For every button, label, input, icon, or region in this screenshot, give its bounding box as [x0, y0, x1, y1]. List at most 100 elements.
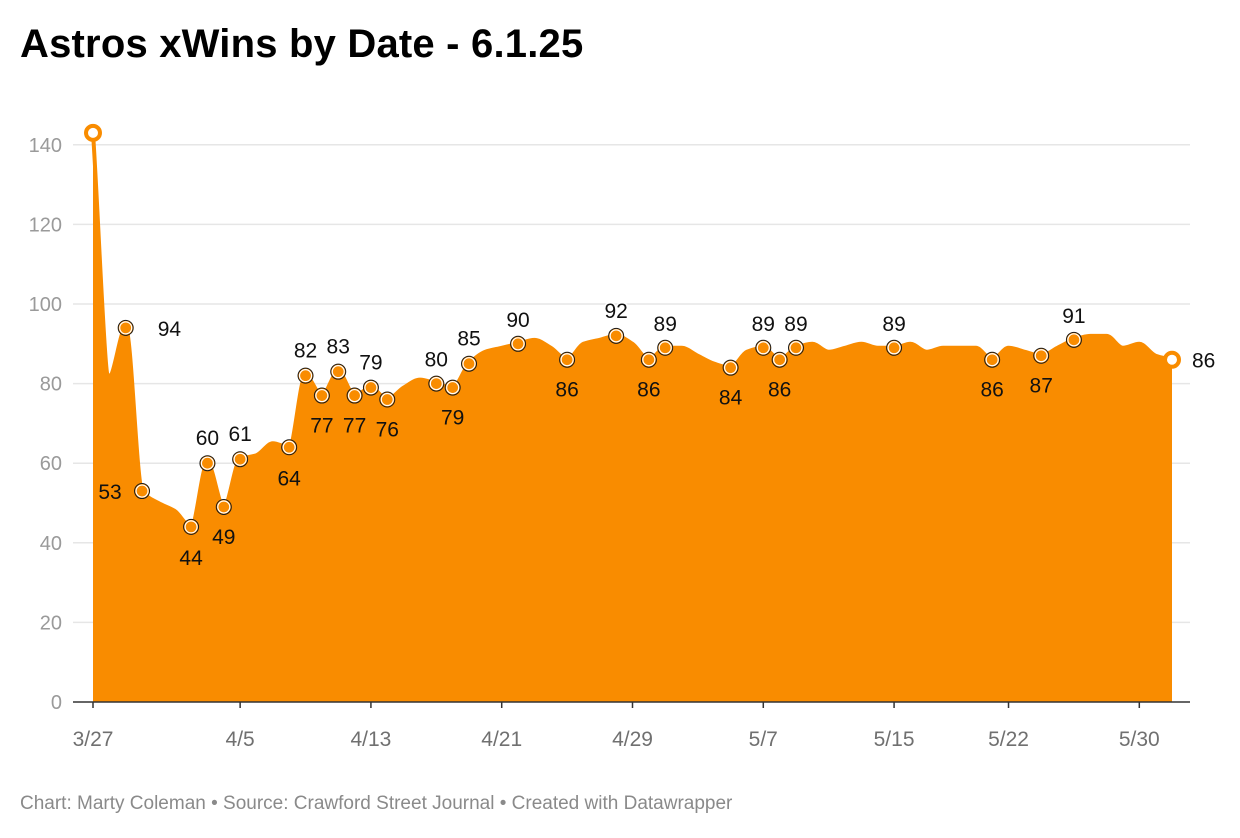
data-label-2025-05-08: 86: [768, 379, 791, 402]
data-point-2025-04-04: [215, 498, 232, 515]
data-point-2025-05-26: [1065, 331, 1082, 348]
data-label-2025-04-25: 86: [555, 379, 578, 402]
data-label-2025-04-05: 61: [228, 423, 251, 446]
data-label-2025-04-30: 86: [637, 379, 660, 402]
y-tick-label-0: 0: [51, 692, 62, 714]
data-label-2025-05-24: 87: [1030, 375, 1053, 398]
data-point-ring-2025-05-09: [789, 341, 803, 355]
data-label-2025-05-09: 89: [784, 313, 807, 336]
x-tick-label-1: 4/5: [226, 728, 255, 751]
data-point-2025-04-22: [510, 335, 527, 352]
data-point-2025-04-03: [199, 455, 216, 472]
data-point-ring-2025-04-14: [380, 392, 394, 407]
x-tick-label-8: 5/30: [1119, 728, 1160, 751]
data-point-2025-05-24: [1033, 347, 1050, 364]
data-point-2025-05-07: [755, 339, 772, 356]
data-label-2025-04-14: 76: [376, 419, 399, 442]
data-label-2025-04-22: 90: [506, 309, 529, 332]
data-point-ring-2025-04-17: [429, 377, 443, 391]
chart-footer-credit: Chart: Marty Coleman • Source: Crawford …: [20, 793, 733, 814]
data-point-2025-04-30: [640, 351, 657, 368]
data-point-2025-05-05: [722, 359, 739, 376]
data-point-ring-2025-05-08: [773, 353, 787, 367]
data-point-2025-04-05: [232, 451, 249, 468]
data-label-2025-05-01: 89: [654, 313, 677, 336]
area-fill: [93, 132, 1172, 703]
data-point-2025-04-08: [281, 439, 298, 456]
x-tick-label-3: 4/21: [481, 728, 522, 751]
data-label-2025-04-10: 77: [310, 415, 333, 438]
chart-title: Astros xWins by Date - 6.1.25: [20, 22, 584, 66]
data-point-ring-2025-04-04: [217, 500, 231, 514]
data-point-ring-2025-04-30: [642, 353, 656, 367]
data-label-2025-04-18: 79: [441, 407, 464, 430]
data-label-2025-04-28: 92: [604, 300, 627, 323]
x-tick-label-5: 5/7: [749, 728, 778, 751]
data-label-2025-06-01: 86: [1192, 350, 1215, 373]
data-point-ring-2025-05-05: [723, 361, 738, 375]
data-label-2025-04-19: 85: [457, 328, 480, 351]
x-tick-label-7: 5/22: [988, 728, 1029, 751]
data-point-ring-2025-04-19: [462, 357, 476, 371]
x-tick-label-0: 3/27: [73, 728, 114, 751]
y-tick-label-40: 40: [40, 533, 62, 555]
y-tick-label-140: 140: [29, 135, 62, 157]
data-label-2025-04-13: 79: [359, 352, 382, 375]
data-point-ring-2025-04-28: [609, 329, 623, 343]
data-point-ring-2025-05-07: [756, 341, 770, 355]
data-point-ring-2025-04-22: [511, 337, 525, 351]
data-point-2025-05-09: [787, 339, 804, 356]
data-label-2025-05-26: 91: [1062, 305, 1085, 328]
data-point-2025-04-17: [428, 375, 445, 392]
x-tick-label-6: 5/15: [874, 728, 915, 751]
data-point-ring-2025-05-24: [1034, 349, 1048, 363]
data-point-2025-04-19: [461, 355, 478, 372]
data-point-2025-04-28: [608, 327, 625, 344]
data-label-2025-04-04: 49: [212, 526, 235, 549]
x-tick-label-2: 4/13: [350, 728, 391, 751]
data-point-2025-03-29: [117, 319, 134, 336]
data-point-2025-04-25: [559, 351, 576, 368]
data-point-ring-2025-03-30: [135, 484, 149, 498]
data-label-2025-03-29: 94: [158, 318, 182, 341]
data-label-2025-04-02: 44: [179, 547, 203, 570]
data-label-2025-04-09: 82: [294, 340, 317, 363]
data-label-2025-05-07: 89: [752, 313, 775, 336]
y-tick-label-120: 120: [29, 214, 62, 236]
data-label-2025-04-11: 83: [327, 336, 350, 359]
data-point-ring-2025-04-10: [315, 388, 329, 403]
data-label-2025-03-30: 53: [98, 481, 121, 504]
data-point-2025-03-30: [134, 483, 151, 500]
data-point-ring-2025-05-26: [1067, 333, 1081, 347]
y-tick-label-20: 20: [40, 612, 62, 634]
data-point-2025-04-10: [313, 387, 330, 404]
data-label-2025-05-05: 84: [719, 387, 743, 410]
data-point-ring-2025-04-03: [200, 456, 215, 470]
data-label-2025-04-03: 60: [196, 427, 219, 450]
data-label-2025-04-17: 80: [425, 349, 448, 372]
data-point-ring-2025-04-13: [364, 380, 378, 395]
data-point-2025-05-01: [657, 339, 674, 356]
data-point-2025-04-14: [379, 391, 396, 408]
data-label-2025-04-12: 77: [343, 415, 366, 438]
y-tick-label-80: 80: [40, 374, 62, 396]
data-point-2025-05-08: [771, 351, 788, 368]
data-point-ring-2025-04-05: [233, 452, 247, 466]
data-point-ring-2025-05-15: [887, 341, 901, 355]
y-tick-label-100: 100: [29, 294, 62, 316]
data-label-2025-05-21: 86: [980, 379, 1003, 402]
data-point-ring-2025-04-18: [446, 380, 460, 395]
data-label-2025-05-15: 89: [882, 313, 905, 336]
data-point-ring-2025-05-21: [985, 353, 999, 367]
data-point-2025-04-12: [346, 387, 363, 404]
x-tick-label-4: 4/29: [612, 728, 653, 751]
data-label-2025-04-08: 64: [278, 467, 302, 490]
data-point-2025-05-21: [984, 351, 1001, 368]
data-point-ring-2025-03-29: [119, 321, 133, 335]
data-point-ring-2025-04-12: [347, 388, 362, 403]
data-point-2025-05-15: [886, 339, 903, 356]
data-point-2025-04-13: [362, 379, 379, 396]
data-point-ring-2025-04-02: [184, 520, 198, 534]
endpoint-end-marker: [1163, 350, 1181, 369]
